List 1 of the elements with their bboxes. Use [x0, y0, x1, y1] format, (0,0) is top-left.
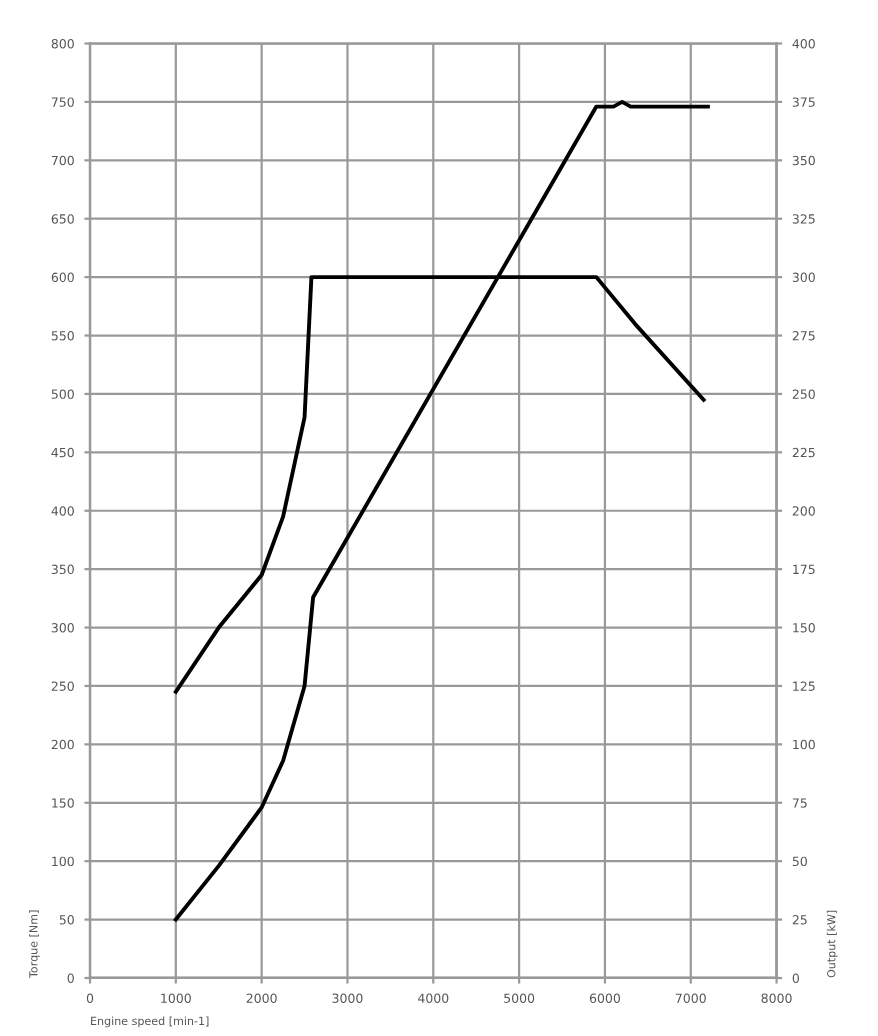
- line-series: [173, 99, 710, 922]
